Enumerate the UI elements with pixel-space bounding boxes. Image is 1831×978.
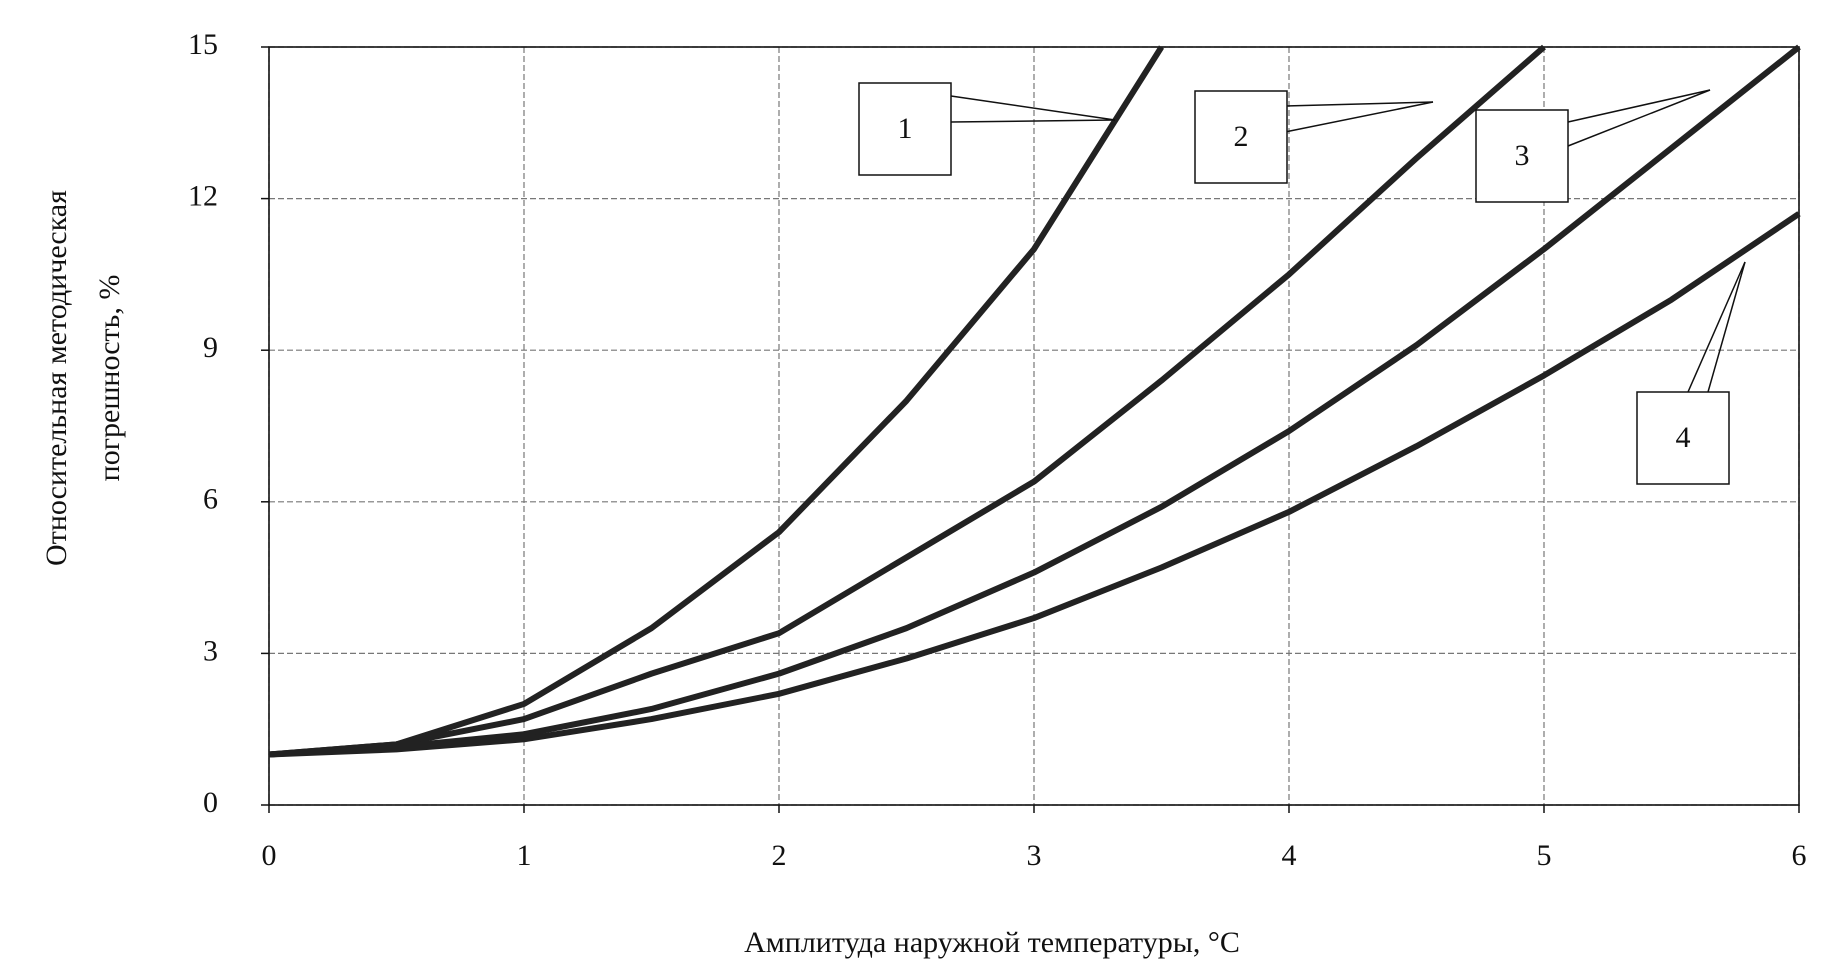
y-tick-label: 0	[203, 786, 218, 819]
legend-label: 4	[1676, 421, 1691, 454]
x-tick-label: 0	[262, 839, 277, 872]
x-tick-label: 6	[1792, 839, 1807, 872]
y-tick-label: 15	[188, 28, 218, 61]
callout-line	[950, 95, 1116, 121]
legend-label: 2	[1234, 120, 1249, 153]
y-tick-label: 3	[203, 634, 218, 667]
y-axis-label: погрешность, %	[93, 275, 126, 482]
x-tick-label: 1	[517, 839, 532, 872]
legend-label: 1	[898, 112, 913, 145]
y-axis-label: Относительная методическая	[40, 190, 73, 566]
x-tick-label: 3	[1027, 839, 1042, 872]
y-tick-label: 12	[188, 179, 218, 212]
y-tick-label: 6	[203, 483, 218, 516]
series-line	[268, 44, 1546, 758]
series-line	[268, 211, 1801, 758]
callout-line	[1567, 89, 1711, 123]
series-line	[268, 44, 1801, 758]
legend-box	[1194, 90, 1288, 184]
series-line	[268, 45, 1165, 758]
legend-box	[1636, 391, 1730, 485]
callout-line	[1284, 101, 1434, 107]
y-tick-label: 9	[203, 331, 218, 364]
callout-line	[1687, 261, 1746, 393]
callout-line	[1284, 101, 1434, 133]
x-tick-label: 4	[1282, 839, 1297, 872]
callout-line	[1707, 261, 1746, 393]
legend-box	[1475, 109, 1569, 203]
legend-label: 3	[1515, 139, 1530, 172]
callout-line	[1567, 89, 1711, 147]
plot-frame	[268, 46, 1800, 806]
x-tick-label: 5	[1537, 839, 1552, 872]
callout-line	[950, 119, 1116, 123]
legend-box	[858, 82, 952, 176]
x-tick-label: 2	[772, 839, 787, 872]
x-axis-label: Амплитуда наружной температуры, °C	[744, 926, 1240, 959]
